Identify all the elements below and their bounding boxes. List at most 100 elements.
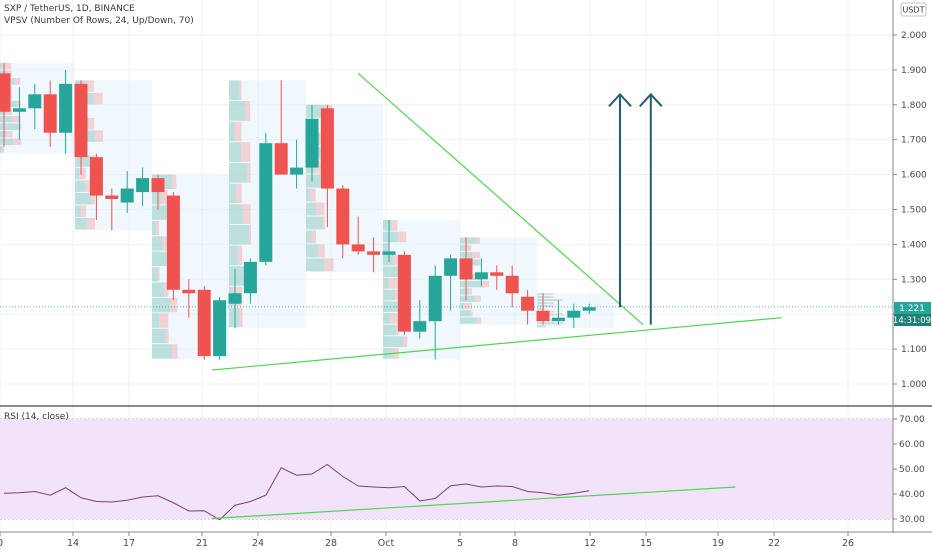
rsi-title[interactable]: RSI (14, close) [4,412,69,422]
rsi-tick-label: 30.00 [899,515,925,525]
rsi-axis[interactable]: 70.00 60.00 50.00 40.00 30.00 [893,415,925,525]
target-arrow-head[interactable] [639,92,663,108]
volume-profile-down-bar [545,301,554,304]
volume-profile-up-bar [537,293,545,296]
price-axis[interactable]: 2.000 1.900 1.800 1.700 1.600 1.500 1.400 1.300… [893,31,927,390]
volume-profile-up-bar [152,267,158,282]
volume-profile-up-bar [152,205,168,220]
volume-profile-up-bar [383,266,400,278]
currency-button[interactable]: USDT [900,2,927,17]
volume-profile-down-bar [311,230,316,244]
candle-body [320,108,334,189]
volume-profile-up-bar [152,251,169,267]
volume-profile-down-bar [547,310,555,313]
time-tick-label: 12 [584,538,596,549]
candle-body [120,188,134,203]
lower-trendline[interactable] [211,317,782,371]
volume-profile-up-bar [229,183,237,204]
volume-profile-up-bar [152,282,164,297]
volume-profile-down-bar [464,302,472,310]
candle-body [136,178,150,193]
symbol-title[interactable]: SXP / TetherUS, 1D, BINANCE [4,4,135,14]
volume-profile-up-bar [460,317,477,324]
volume-profile-up-bar [460,244,466,251]
indicator-title[interactable]: VPSV (Number Of Rows, 24, Up/Down, 70) [4,16,194,26]
price-tick-label: 1.600 [901,171,927,181]
price-tick-label: 1.000 [901,380,927,390]
volume-profile-up-bar [306,104,325,118]
rsi-tick-label: 70.00 [899,415,925,425]
time-tick-label: 15 [640,538,652,549]
candle-body [336,188,350,245]
upper-trendline[interactable] [357,72,644,326]
volume-profile-down-bar [11,115,21,123]
volume-profile-up-bar [537,301,546,304]
volume-profile-up-bar [152,190,161,205]
rsi-series [3,463,736,521]
volume-profile-down-bar [393,254,398,266]
volume-profile-down-bar [472,251,480,259]
volume-profile-down-bar [239,307,243,328]
target-arrow-head[interactable] [608,92,632,108]
volume-profile-down-bar [398,231,407,243]
volume-profile-up-bar [460,302,464,310]
volume-profile-up-bar [229,162,248,183]
volume-profile-up-bar [306,202,317,216]
volume-profile-up-bar [460,295,476,302]
volume-profile-down-bar [237,245,243,266]
volume-profile-down-bar [318,244,325,258]
candle-body [59,83,73,133]
candle-body [551,317,565,322]
volume-profile-up-bar [152,220,156,236]
trend-drawings[interactable] [211,72,782,371]
volume-profile-up-bar [75,155,91,167]
volume-profile-down-bar [316,202,325,216]
candle-body [505,275,519,294]
volume-profile-down-bar [555,322,564,325]
candle-body [351,244,365,252]
volume-profile-down-bar [396,324,399,336]
candle-body [521,296,535,311]
volume-profile-up-bar [383,336,403,347]
rsi-trendline[interactable] [211,486,736,520]
candle-body [166,195,180,290]
candle-body [151,178,165,193]
candle-body [89,157,103,196]
volume-profile-up-bar [537,322,556,325]
candle-body [305,118,319,168]
volume-profile-down-bar [324,258,334,272]
volume-profile-down-bar [322,216,325,230]
price-tick-label: 1.500 [901,206,927,216]
volume-profile-down-bar [13,138,22,146]
volume-profile [0,62,614,360]
candle-body [259,143,273,262]
volume-profile-up-bar [0,123,18,130]
last-price-tag: 1.221 14:31:09 [893,302,931,326]
candle-body [182,289,196,294]
volume-profile-up-bar [537,307,541,310]
candle-countdown: 14:31:09 [893,316,931,326]
candle-body [367,251,381,255]
volume-profile-zone [75,80,152,231]
volume-profile-up-bar [229,204,243,224]
volume-profile-down-bar [87,217,95,230]
candle-body [536,310,550,322]
volume-profile-up-bar [383,231,399,243]
volume-profile-down-bar [93,92,103,105]
volume-profile-up-bar [229,224,249,245]
volume-profile-up-bar [0,62,2,70]
candle-body [12,108,26,112]
volume-profile-down-bar [172,174,177,190]
price-tick-label: 1.400 [901,240,927,250]
volume-profile-down-bar [159,313,169,328]
candle-body [382,251,396,255]
volume-profile-down-bar [478,259,481,266]
volume-profile-down-bar [157,267,160,282]
volume-profile-down-bar [544,293,554,296]
volume-profile-up-bar [306,188,310,202]
volume-profile-down-bar [549,319,555,322]
volume-profile-down-bar [552,304,555,307]
volume-profile-down-bar [395,289,399,301]
time-axis[interactable]: 0 14 17 21 24 28 Oct 5 8 12 15 19 22 26 [0,532,854,549]
